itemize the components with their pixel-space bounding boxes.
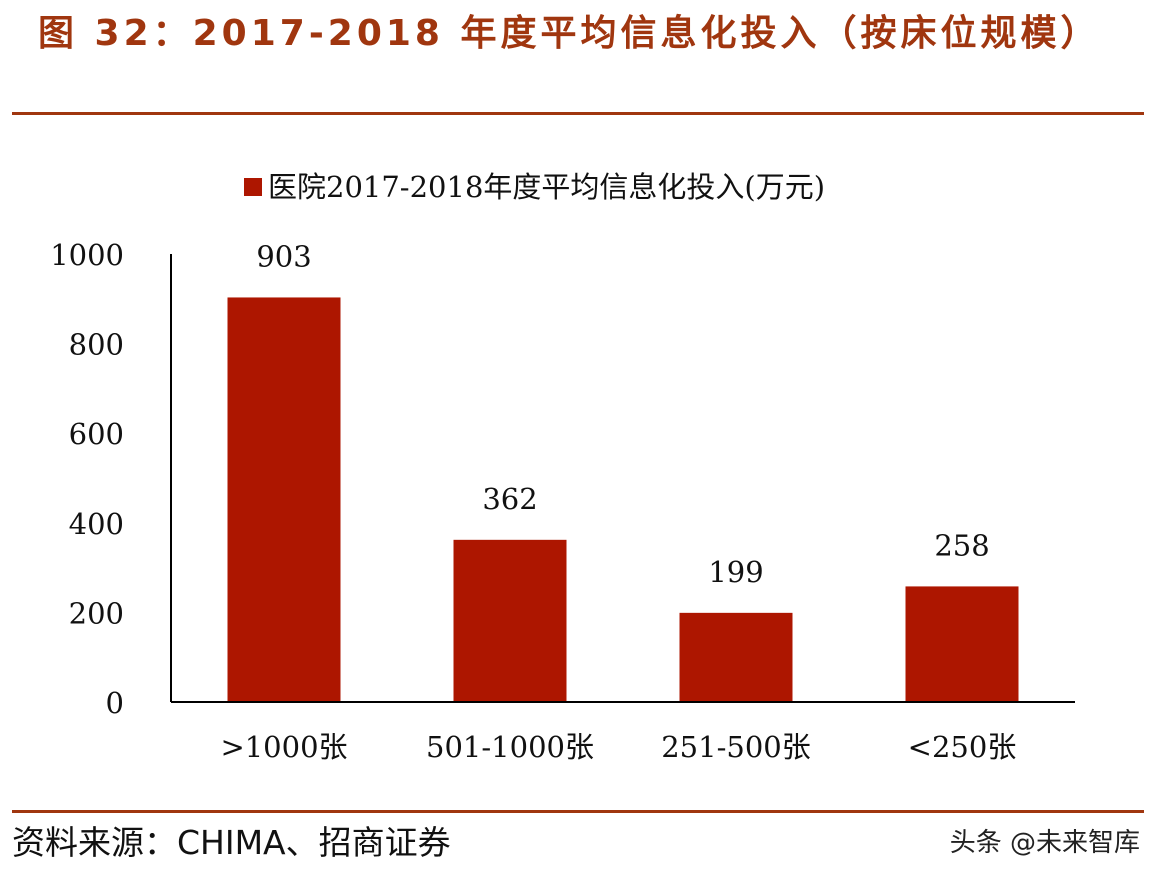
bar	[679, 612, 793, 702]
x-tick-label: 251-500张	[661, 730, 811, 764]
y-tick-label: 200	[69, 596, 124, 630]
x-tick-label: >1000张	[220, 730, 347, 764]
legend-label: 医院2017-2018年度平均信息化投入(万元)	[268, 170, 825, 204]
bar-chart: 医院2017-2018年度平均信息化投入(万元) 0 200 400 600 800 100…	[50, 170, 1075, 764]
y-tick-label: 1000	[50, 238, 124, 272]
x-tick-label: 501-1000张	[426, 730, 594, 764]
watermark: 头条 @未来智库	[949, 828, 1140, 858]
y-tick-label: 600	[69, 417, 124, 451]
y-tick-label: 0	[106, 686, 124, 720]
bar	[905, 586, 1019, 702]
y-tick-label: 400	[69, 507, 124, 541]
footer-divider	[12, 810, 1144, 813]
source-note: 资料来源：CHIMA、招商证券	[12, 823, 451, 862]
bar	[453, 539, 567, 702]
data-label: 199	[708, 555, 763, 589]
y-tick-label: 800	[69, 328, 124, 362]
data-label: 258	[934, 528, 989, 562]
data-label: 903	[256, 239, 311, 273]
title-divider	[12, 112, 1144, 115]
x-tick-label: <250张	[908, 730, 1017, 764]
legend-swatch	[244, 178, 262, 196]
data-label: 362	[482, 482, 537, 516]
figure-title: 图 32：2017-2018 年度平均信息化投入（按床位规模）	[38, 13, 1101, 54]
bar	[227, 297, 341, 702]
